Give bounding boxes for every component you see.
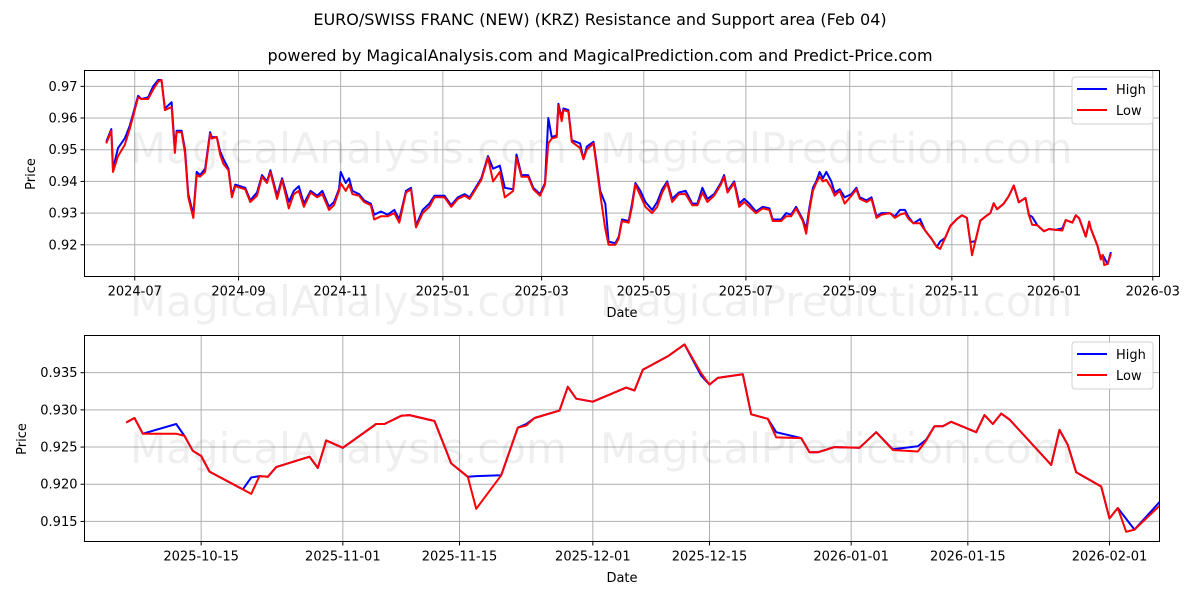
x-tick-label: 2025-09 <box>823 285 877 300</box>
bottom-x-ticks: 2025-10-15 2025-11-01 2025-11-15 2025-12-01… <box>163 541 1148 565</box>
x-tick-label: 2025-01 <box>416 285 470 300</box>
x-tick-label: 2026-01-15 <box>930 550 1006 565</box>
watermark-prediction: MagicalPrediction.com <box>600 124 1073 173</box>
x-tick-label: 2025-05 <box>617 285 671 300</box>
bottom-chart-panel: MagicalAnalysis.com MagicalPrediction.co… <box>15 335 1161 586</box>
x-tick-label: 2025-07 <box>719 285 773 300</box>
watermark-prediction-2: MagicalPrediction.com <box>600 277 1073 326</box>
top-y-ticks: 0.92 0.93 0.94 0.95 0.96 0.97 <box>49 80 85 253</box>
y-tick-label: 0.935 <box>40 366 77 381</box>
x-tick-label: 2026-03 <box>1126 285 1180 300</box>
x-tick-label: 2026-01-01 <box>813 550 889 565</box>
bottom-axes-frame <box>84 335 1160 542</box>
y-tick-label: 0.97 <box>49 80 78 95</box>
y-tick-label: 0.93 <box>49 207 78 222</box>
y-tick-label: 0.930 <box>40 403 77 418</box>
watermark-prediction-3: MagicalPrediction.com <box>600 424 1073 473</box>
y-tick-label: 0.920 <box>40 478 77 493</box>
legend-low-label-2: Low <box>1116 369 1142 384</box>
watermark-analysis-2: MagicalAnalysis.com <box>130 277 567 326</box>
series-line-low <box>125 343 1161 533</box>
legend-high-label-2: High <box>1116 348 1146 363</box>
bottom-legend: High Low <box>1071 341 1154 390</box>
chart-subtitle: powered by MagicalAnalysis.com and Magic… <box>267 46 933 65</box>
y-tick-label: 0.915 <box>40 515 77 530</box>
bottom-x-axis-label: Date <box>606 571 637 586</box>
top-series-lines <box>105 79 1112 267</box>
x-tick-label: 2025-12-15 <box>672 550 748 565</box>
x-tick-label: 2025-11-01 <box>305 550 381 565</box>
legend-high-label: High <box>1116 83 1146 98</box>
x-tick-label: 2024-07 <box>108 285 162 300</box>
series-line-low <box>105 79 1112 267</box>
y-tick-label: 0.96 <box>49 112 78 127</box>
x-tick-label: 2026-01 <box>1027 285 1081 300</box>
x-tick-label: 2025-11 <box>925 285 979 300</box>
y-tick-label: 0.925 <box>40 441 77 456</box>
bottom-grid <box>84 335 1160 542</box>
x-tick-label: 2024-11 <box>314 285 368 300</box>
x-tick-label: 2025-10-15 <box>163 550 239 565</box>
top-legend: High Low <box>1071 76 1154 125</box>
top-chart-panel: MagicalAnalysis.com MagicalPrediction.co… <box>24 70 1180 326</box>
top-grid <box>84 70 1160 277</box>
y-tick-label: 0.95 <box>49 143 78 158</box>
x-tick-label: 2025-11-15 <box>422 550 498 565</box>
top-x-axis-label: Date <box>606 306 637 321</box>
bottom-y-axis-label: Price <box>15 423 30 455</box>
y-tick-label: 0.92 <box>49 238 78 253</box>
legend-low-label: Low <box>1116 104 1142 119</box>
x-tick-label: 2026-02-01 <box>1072 550 1148 565</box>
x-tick-label: 2025-12-01 <box>555 550 631 565</box>
bottom-series-lines <box>125 343 1161 533</box>
top-y-axis-label: Price <box>24 158 39 190</box>
watermark-analysis-3: MagicalAnalysis.com <box>130 424 567 473</box>
top-x-ticks: 2024-07 2024-09 2024-11 2025-01 2025-03 2025-… <box>108 276 1180 300</box>
top-axes-frame <box>84 70 1160 277</box>
chart-title: EURO/SWISS FRANC (NEW) (KRZ) Resistance … <box>313 10 887 29</box>
x-tick-label: 2024-09 <box>211 285 265 300</box>
y-tick-label: 0.94 <box>49 175 78 190</box>
x-tick-label: 2025-03 <box>514 285 568 300</box>
bottom-y-ticks: 0.915 0.920 0.925 0.930 0.935 <box>40 366 85 530</box>
watermark-analysis: MagicalAnalysis.com <box>130 124 567 173</box>
